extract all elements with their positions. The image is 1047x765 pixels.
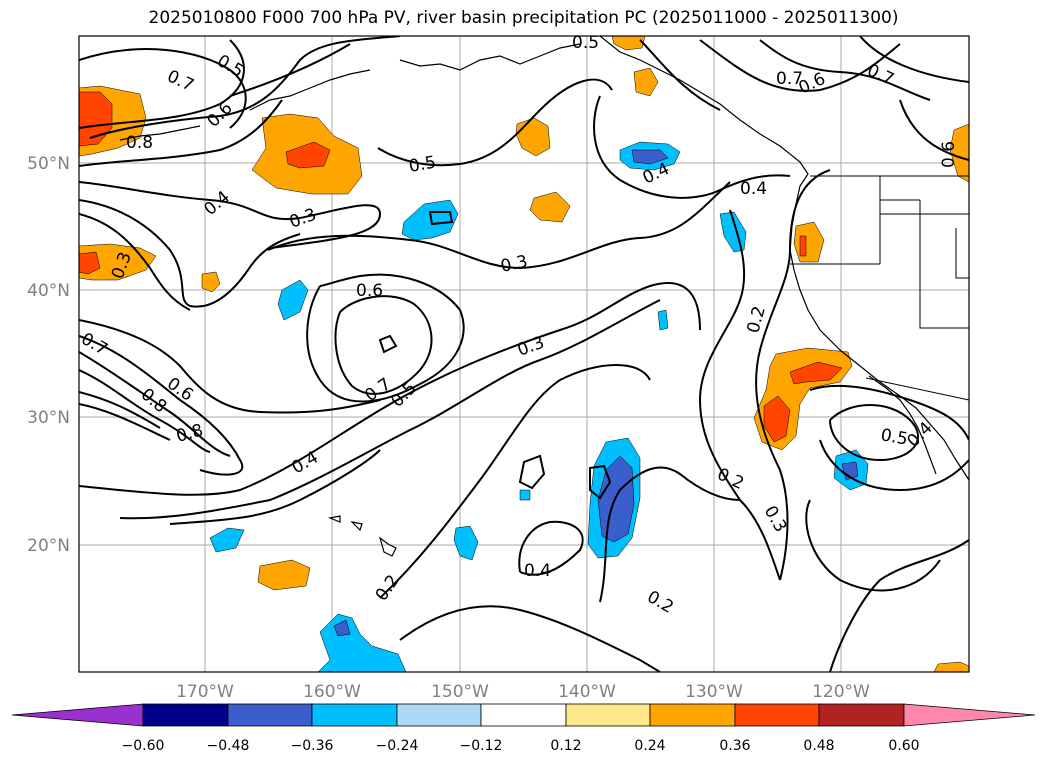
- contour-label: 0.8: [126, 133, 153, 153]
- lat-label-20n: 20°N: [27, 536, 70, 556]
- plot-frame: [78, 35, 970, 673]
- lon-label-150w: 150°W: [431, 682, 489, 702]
- colorbar-tick: 0.36: [719, 738, 750, 754]
- colorbar-tick: −0.48: [207, 738, 250, 754]
- lat-label-40n: 40°N: [27, 281, 70, 301]
- map-title: 2025010800 F000 700 hPa PV, river basin …: [148, 8, 899, 28]
- contour-label: 0.6: [356, 281, 383, 301]
- colorbar-bin: [142, 703, 229, 727]
- colorbar-bin: [396, 703, 482, 727]
- contour-label: 0.4: [524, 561, 551, 581]
- colorbar-tick: −0.24: [376, 738, 419, 754]
- colorbar-extend-under: [11, 703, 144, 727]
- colorbar-tick: −0.60: [122, 738, 165, 754]
- lat-label-30n: 30°N: [27, 408, 70, 428]
- lon-label-130w: 130°W: [685, 682, 743, 702]
- lon-labels: 170°W 160°W 150°W 140°W 130°W 120°W: [176, 682, 870, 702]
- colorbar-bin: [227, 703, 313, 727]
- colorbar: [11, 703, 1036, 727]
- contour-label: 0.5: [879, 425, 909, 449]
- colorbar-tick: −0.36: [291, 738, 334, 754]
- colorbar-tick: 0.12: [550, 738, 581, 754]
- contour-label: 0.5: [572, 33, 599, 53]
- colorbar-tick: −0.12: [460, 738, 503, 754]
- contour-label: 0.5: [407, 153, 437, 177]
- lat-label-50n: 50°N: [27, 154, 70, 174]
- coastlines: [119, 36, 969, 557]
- colorbar-bin: [649, 703, 736, 727]
- lon-label-170w: 170°W: [176, 682, 234, 702]
- lon-label-160w: 160°W: [303, 682, 361, 702]
- colorbar-tick: 0.60: [888, 738, 919, 754]
- lon-label-140w: 140°W: [558, 682, 616, 702]
- political-borders: [790, 175, 969, 401]
- colorbar-bin: [480, 703, 567, 727]
- lat-labels: 50°N 40°N 30°N 20°N: [27, 154, 70, 556]
- colorbar-extend-over: [903, 703, 1036, 727]
- colorbar-bin: [565, 703, 651, 727]
- colorbar-tick: 0.24: [634, 738, 665, 754]
- colorbar-bin: [734, 703, 820, 727]
- colorbar-tick-labels: −0.60 −0.48 −0.36 −0.24 −0.12 0.12 0.24 …: [122, 738, 920, 754]
- pv-contours: [79, 36, 969, 672]
- contour-label: 0.7: [776, 69, 803, 89]
- contour-label: 0.4: [740, 179, 767, 199]
- precip-shading: [79, 36, 969, 672]
- colorbar-bin: [818, 703, 905, 727]
- contour-label: 0.6: [939, 141, 959, 168]
- colorbar-bin: [311, 703, 398, 727]
- colorbar-tick: 0.48: [803, 738, 834, 754]
- lon-label-120w: 120°W: [812, 682, 870, 702]
